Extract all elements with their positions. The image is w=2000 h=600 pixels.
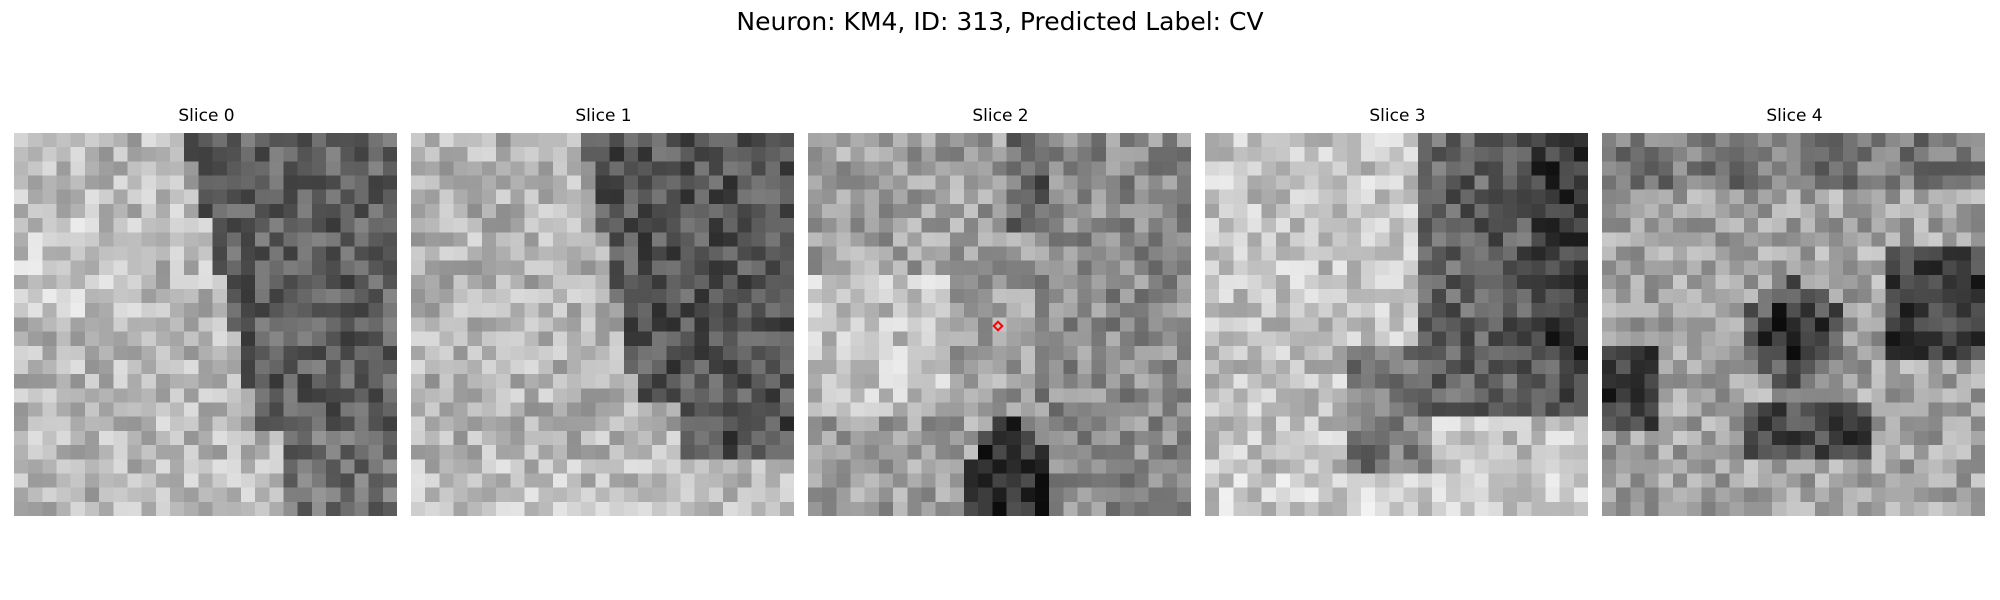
slice-panel-3: Slice 3 xyxy=(1205,105,1590,516)
slice-image-2 xyxy=(808,133,1191,516)
slice-image-3 xyxy=(1205,133,1588,516)
slice-panel-4: Slice 4 xyxy=(1602,105,1987,516)
slice-title-3: Slice 3 xyxy=(1369,106,1426,126)
slice-panel-1: Slice 1 xyxy=(411,105,796,516)
slice-panel-2: Slice 2 xyxy=(808,105,1193,516)
slice-image-0 xyxy=(14,133,397,516)
slice-panel-0: Slice 0 xyxy=(14,105,399,516)
slice-title-1: Slice 1 xyxy=(575,106,632,126)
slice-title-0: Slice 0 xyxy=(178,106,235,126)
slice-title-2: Slice 2 xyxy=(972,106,1029,126)
slice-image-4 xyxy=(1602,133,1985,516)
slice-title-4: Slice 4 xyxy=(1766,106,1823,126)
figure-title: Neuron: KM4, ID: 313, Predicted Label: C… xyxy=(736,7,1264,36)
slice-image-1 xyxy=(411,133,794,516)
